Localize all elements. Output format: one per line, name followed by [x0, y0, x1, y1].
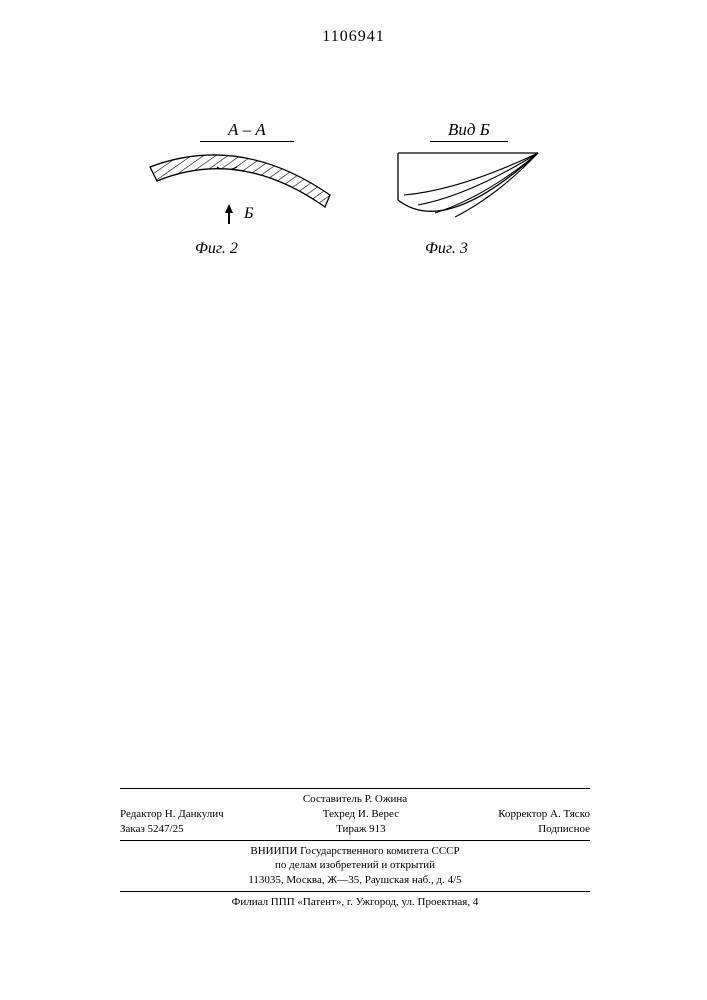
arrow-up-icon — [225, 204, 233, 213]
footer-address2: Филиал ППП «Патент», г. Ужгород, ул. Про… — [120, 895, 590, 910]
footer-rule-bottom — [120, 891, 590, 892]
fig2-view-arrow-letter: Б — [244, 205, 253, 223]
footer-org-line2: по делам изобретений и открытий — [120, 858, 590, 873]
footer-rule-mid — [120, 840, 590, 841]
footer-editor: Редактор Н. Данкулич — [120, 807, 224, 822]
footer-order: Заказ 5247/25 — [120, 822, 184, 837]
footer-org-line1: ВНИИПИ Государственного комитета СССР — [120, 844, 590, 859]
imprint-block: Составитель Р. Ожина Редактор Н. Данкули… — [120, 785, 590, 910]
patent-number: 1106941 — [0, 28, 707, 46]
footer-order-row: Заказ 5247/25 Тираж 913 Подписное — [120, 822, 590, 837]
fig2-drawing — [145, 145, 335, 215]
footer-compiler: Составитель Р. Ожина — [120, 792, 590, 807]
fig2-view-arrow — [225, 202, 233, 224]
fig2-section-label-text: А – А — [200, 120, 294, 142]
fig3-caption: Фиг. 3 — [425, 240, 468, 258]
footer-print-run: Тираж 913 — [336, 822, 386, 837]
footer-tech-editor: Техред И. Верес — [323, 807, 399, 822]
footer-subscription: Подписное — [538, 822, 590, 837]
fig2-caption: Фиг. 2 — [195, 240, 238, 258]
footer-proof: Корректор А. Тяско — [498, 807, 590, 822]
fig3-drawing — [390, 145, 545, 240]
patent-page: 1106941 А – А Вид Б — [0, 0, 707, 1000]
footer-credits-row: Редактор Н. Данкулич Техред И. Верес Кор… — [120, 807, 590, 822]
fig3-view-label: Вид Б — [430, 120, 508, 140]
fig3-view-label-text: Вид Б — [430, 120, 508, 142]
fig2-section-label: А – А — [200, 120, 294, 140]
footer-address1: 113035, Москва, Ж—35, Раушская наб., д. … — [120, 873, 590, 888]
figures-area: А – А Вид Б Б Фиг. 2 — [0, 120, 707, 320]
footer-rule-top — [120, 788, 590, 789]
